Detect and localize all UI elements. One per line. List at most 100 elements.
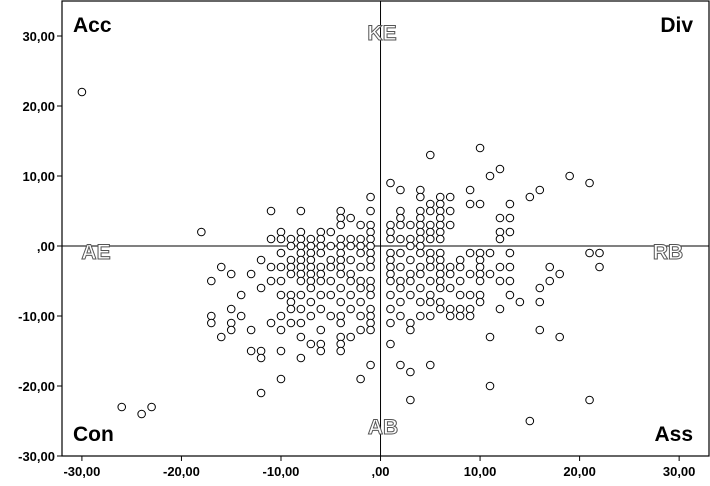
data-point	[366, 304, 375, 314]
data-point	[386, 248, 395, 258]
data-point	[216, 332, 226, 342]
data-point	[356, 297, 365, 307]
data-point	[296, 318, 306, 328]
data-point	[435, 234, 445, 244]
data-point	[336, 220, 346, 230]
data-point	[406, 325, 415, 335]
data-point	[336, 269, 346, 279]
data-point	[286, 269, 296, 279]
data-point	[316, 227, 326, 237]
data-point	[525, 416, 535, 426]
data-point	[336, 213, 346, 223]
data-point	[336, 297, 346, 307]
data-point	[435, 227, 445, 237]
data-point	[535, 185, 545, 195]
data-point	[336, 241, 346, 251]
data-point	[276, 276, 286, 286]
data-point	[505, 262, 515, 272]
y-tick-label: 20,00	[22, 99, 55, 114]
data-point	[386, 276, 395, 286]
data-point	[346, 234, 355, 244]
x-tick-label: 20,00	[563, 464, 596, 479]
data-point	[326, 255, 336, 265]
axis-end-label-left: AE	[81, 241, 110, 264]
data-point	[465, 199, 475, 209]
data-point	[416, 248, 425, 258]
data-point	[286, 262, 296, 272]
data-point	[485, 332, 495, 342]
data-point	[326, 241, 336, 251]
data-point	[356, 220, 365, 230]
data-point	[366, 311, 375, 321]
corner-label-top-left: Acc	[73, 14, 112, 37]
data-point	[595, 248, 604, 258]
data-point	[445, 220, 455, 230]
data-point	[226, 318, 236, 328]
data-point	[505, 213, 515, 223]
data-point	[425, 199, 435, 209]
data-point	[366, 325, 375, 335]
data-point	[455, 304, 465, 314]
data-point	[346, 241, 355, 251]
data-point	[475, 297, 485, 307]
data-point	[316, 290, 326, 300]
data-point	[226, 325, 236, 335]
data-point	[346, 332, 355, 342]
data-point	[585, 248, 594, 258]
data-point	[425, 220, 435, 230]
data-point	[326, 290, 336, 300]
data-point	[396, 248, 405, 258]
data-point	[356, 262, 365, 272]
data-point	[306, 276, 316, 286]
data-point	[386, 255, 395, 265]
data-point	[316, 304, 326, 314]
data-point	[445, 311, 455, 321]
data-point	[535, 325, 545, 335]
data-point	[336, 318, 346, 328]
data-point	[495, 234, 505, 244]
data-point	[475, 269, 485, 279]
data-point	[316, 234, 326, 244]
corner-label-top-right: Div	[660, 14, 693, 37]
data-point	[416, 213, 425, 223]
data-point	[356, 248, 365, 258]
data-point	[246, 269, 256, 279]
data-point	[406, 255, 415, 265]
y-tick-label: 10,00	[22, 169, 55, 184]
data-point	[515, 297, 525, 307]
data-point	[416, 220, 425, 230]
data-point	[346, 269, 355, 279]
data-point	[316, 346, 326, 356]
data-point	[366, 192, 375, 202]
data-point	[246, 346, 256, 356]
data-point	[346, 290, 355, 300]
data-point	[366, 262, 375, 272]
y-tick-label: -10,00	[18, 309, 55, 324]
x-tick-label: 30,00	[663, 464, 696, 479]
data-point	[396, 311, 405, 321]
x-tick-label: 10,00	[464, 464, 497, 479]
data-point	[396, 297, 405, 307]
data-point	[366, 234, 375, 244]
data-point	[386, 220, 395, 230]
data-point	[445, 192, 455, 202]
data-point	[306, 269, 316, 279]
data-point	[256, 255, 266, 265]
data-point	[316, 262, 326, 272]
data-point	[336, 346, 346, 356]
data-point	[207, 311, 216, 321]
data-point	[286, 234, 296, 244]
data-point	[545, 276, 555, 286]
data-point	[435, 283, 445, 293]
x-tick-label: ,00	[371, 464, 389, 479]
data-point	[485, 381, 495, 391]
data-point	[296, 206, 306, 216]
data-point	[505, 199, 515, 209]
data-point	[425, 297, 435, 307]
data-point	[425, 290, 435, 300]
data-point	[356, 234, 365, 244]
data-point	[336, 255, 346, 265]
data-point	[266, 318, 276, 328]
data-point	[416, 206, 425, 216]
